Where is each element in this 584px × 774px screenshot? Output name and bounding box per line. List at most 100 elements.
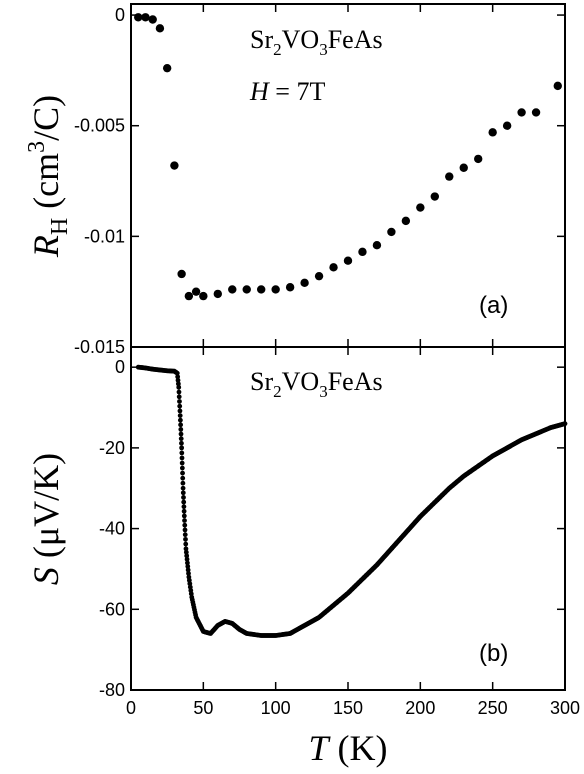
data-point (314, 271, 324, 281)
data-point (182, 518, 187, 523)
data-point (177, 403, 183, 409)
data-point (179, 445, 185, 451)
data-point (155, 24, 165, 33)
data-point (178, 427, 184, 432)
data-point (517, 108, 526, 117)
data-point (176, 384, 182, 390)
data-point (170, 161, 179, 170)
data-point (179, 460, 185, 466)
data-point (175, 381, 181, 387)
data-point (175, 374, 181, 380)
data-point (179, 440, 184, 446)
panel-b-x-tick-labels: 0 50 100 150 200 250 300 (126, 698, 580, 718)
data-point (180, 490, 186, 496)
data-point (179, 455, 185, 461)
data-point (185, 560, 190, 566)
data-point (257, 285, 266, 294)
panel-a-y-axis-title: RH (cm3/C) (24, 95, 73, 258)
data-point (185, 567, 191, 573)
panel-b-frame (130, 346, 566, 691)
y-tick-label: 0 (115, 357, 125, 377)
y-tick-label: -0.01 (84, 226, 125, 246)
y-tick-label: -0.015 (74, 337, 125, 357)
data-point (181, 508, 187, 514)
panel-b-ticks (130, 347, 566, 691)
data-point (184, 291, 194, 301)
x-axis-title: T (K) (308, 728, 387, 768)
data-point (181, 504, 187, 510)
data-point (177, 408, 183, 414)
data-point (502, 121, 512, 130)
data-point (183, 549, 189, 555)
data-point (191, 287, 201, 296)
panel-a-y-tick-labels: 0 -0.005 -0.01 -0.015 (74, 5, 125, 357)
data-point (562, 421, 568, 427)
data-point (199, 291, 208, 301)
data-point (176, 389, 182, 395)
data-point (387, 227, 396, 237)
x-tick-label: 0 (126, 698, 136, 718)
data-point (181, 495, 186, 500)
data-point (141, 13, 150, 22)
panel-b-y-axis-title: S (μV/K) (26, 453, 66, 585)
data-point (177, 269, 186, 279)
panel-a-data-points (134, 13, 562, 301)
data-point (177, 399, 182, 404)
data-point (228, 285, 237, 294)
data-point (183, 546, 189, 552)
data-point (180, 480, 186, 486)
data-point (148, 15, 157, 24)
data-point (182, 532, 188, 538)
data-point (430, 192, 439, 201)
x-tick-label: 300 (550, 698, 580, 718)
data-point (183, 541, 189, 547)
data-point (186, 571, 191, 576)
panel-a-label: (a) (479, 292, 508, 319)
data-point (474, 154, 483, 164)
x-tick-label: 50 (193, 698, 213, 718)
data-point (213, 289, 222, 299)
data-point (271, 285, 280, 294)
data-point (179, 465, 185, 471)
y-tick-label: 0 (115, 5, 125, 25)
data-point (242, 285, 251, 294)
data-point (401, 216, 411, 226)
data-point (184, 553, 190, 559)
y-tick-label: -40 (99, 519, 125, 539)
data-point (358, 247, 367, 257)
panel-b: 0 -20 -40 -60 -80 0 50 100 150 200 250 300 Sr2VO3F… (26, 346, 580, 768)
data-point (459, 163, 468, 172)
data-point (174, 370, 180, 376)
data-point (178, 422, 184, 428)
x-tick-label: 150 (333, 698, 363, 718)
data-point (185, 564, 191, 569)
y-tick-label: -20 (99, 438, 125, 458)
data-point (488, 128, 497, 137)
data-point (553, 81, 562, 91)
data-point (180, 485, 186, 491)
data-point (372, 241, 382, 250)
data-point (180, 475, 186, 481)
data-point (178, 431, 184, 437)
panel-b-y-tick-labels: 0 -20 -40 -60 -80 (99, 357, 125, 700)
panel-b-compound-label: Sr2VO3FeAs (250, 367, 383, 401)
data-point (178, 436, 184, 442)
field-label: H = 7T (249, 77, 325, 106)
y-tick-label: -80 (99, 680, 125, 700)
data-point (183, 536, 188, 542)
data-point (181, 513, 187, 519)
panel-a: 0 -0.005 -0.01 -0.015 Sr2VO3FeAs H = 7T (a)… (24, 3, 566, 357)
y-tick-label: -0.005 (74, 116, 125, 136)
data-point (445, 172, 454, 181)
data-point (531, 108, 541, 117)
data-point (162, 63, 172, 73)
data-point (177, 417, 183, 423)
data-point (180, 470, 185, 476)
data-point (184, 556, 190, 562)
data-point (134, 13, 143, 22)
x-tick-label: 100 (261, 698, 291, 718)
data-point (176, 394, 182, 400)
x-tick-label: 250 (478, 698, 508, 718)
data-point (329, 263, 338, 272)
